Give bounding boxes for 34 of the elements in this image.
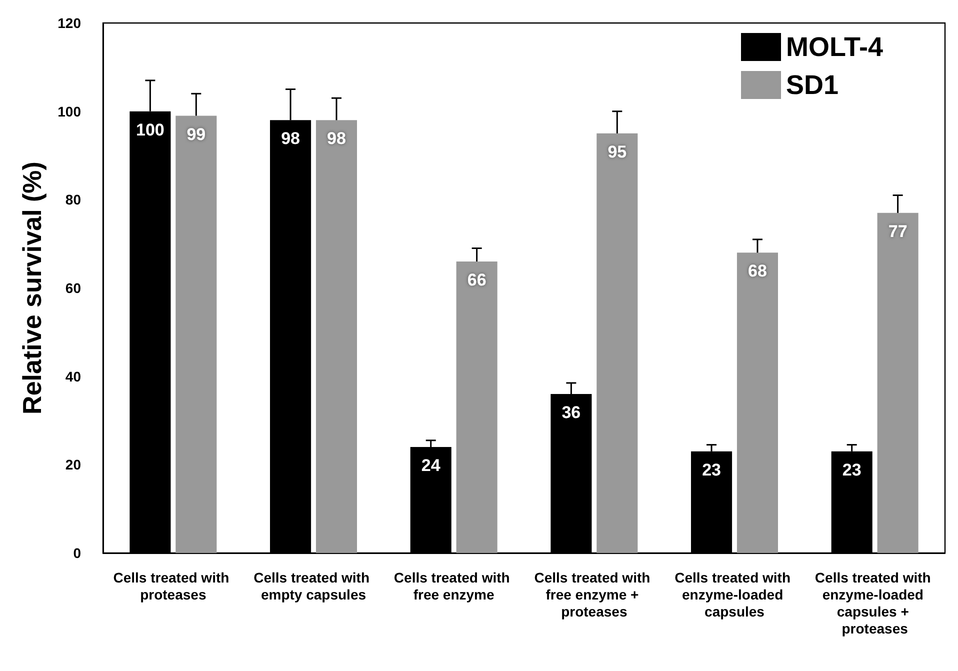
x-tick-label: Cells treated with enzyme-loaded capsules	[674, 570, 794, 620]
x-tick-label: Cells treated with proteases	[113, 570, 234, 602]
data-label: 23	[842, 460, 862, 480]
x-tick-label: Cells treated with empty capsules	[254, 570, 374, 602]
y-tick-label: 60	[65, 280, 82, 296]
bar	[176, 116, 217, 553]
data-label: 77	[888, 222, 908, 241]
bar	[736, 252, 778, 553]
bar	[316, 120, 358, 553]
y-tick-label: 120	[58, 15, 82, 31]
x-tick-label: Cells treated with enzyme-loaded capsules + proteases	[814, 570, 935, 636]
y-tick-label: 20	[65, 456, 82, 473]
data-label: 100	[136, 120, 164, 140]
bar	[456, 262, 498, 553]
data-label: 24	[421, 456, 441, 475]
y-tick-label: 40	[65, 368, 82, 384]
data-label: 66	[467, 270, 486, 290]
data-label: 68	[748, 262, 767, 281]
data-label: 36	[562, 403, 581, 422]
y-axis-title: Relative survival (%)	[17, 162, 47, 414]
legend-label: MOLT-4	[786, 32, 884, 62]
data-label: 98	[327, 129, 346, 148]
y-tick-label: 80	[65, 192, 82, 208]
data-label: 99	[186, 124, 206, 144]
y-tick-label: 100	[58, 103, 82, 120]
data-label: 98	[281, 129, 300, 148]
x-tick-label: Cells treated with free enzyme	[394, 570, 514, 602]
x-tick-label: Cells treated with free enzyme + proteases	[534, 570, 654, 620]
legend-label: SD1	[786, 70, 839, 100]
data-label: 23	[702, 460, 721, 480]
y-tick-label: 0	[73, 545, 82, 561]
bar	[877, 212, 918, 553]
bar	[596, 133, 638, 553]
data-label: 95	[608, 142, 627, 162]
